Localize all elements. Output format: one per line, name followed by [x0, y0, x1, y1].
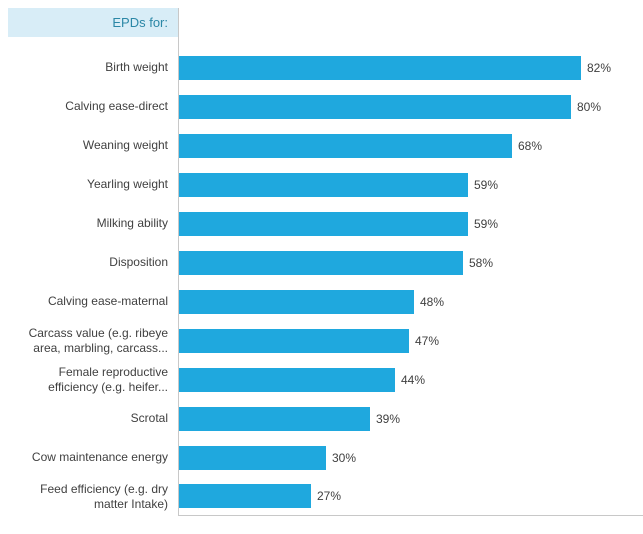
value-label: 30%: [332, 450, 357, 465]
chart-title: EPDs for:: [112, 15, 168, 30]
bar: [179, 250, 463, 275]
value-label: 27%: [317, 489, 342, 503]
bar: [179, 328, 409, 353]
category-label: Milking ability: [96, 216, 168, 230]
category-label: Calving ease-direct: [65, 99, 168, 113]
chart-header-cell: EPDs for:: [8, 8, 178, 48]
category-label: Disposition: [109, 255, 168, 269]
bar: [179, 133, 512, 158]
bar-cell: 30%: [178, 438, 643, 477]
value-label: 82%: [587, 60, 612, 75]
value-label: 59%: [474, 177, 499, 192]
bar-cell: 39%: [178, 399, 643, 438]
category-label: Scrotal: [130, 411, 168, 425]
bar: [179, 172, 468, 197]
bar: [179, 484, 311, 508]
category-label: Cow maintenance energy: [31, 450, 168, 464]
category-label: Feed efficiency (e.g. dry matter Intake): [40, 481, 168, 511]
category-label: Weaning weight: [82, 138, 168, 152]
value-label: 80%: [577, 99, 602, 114]
bar: [179, 289, 414, 314]
category-label: Yearling weight: [87, 177, 168, 191]
bar-cell: 80%: [178, 87, 643, 126]
bar-cell: 44%: [178, 360, 643, 399]
plot-header-spacer: [178, 8, 643, 48]
bar: [179, 211, 468, 236]
bar-cell: 59%: [178, 165, 643, 204]
bar: [179, 55, 581, 80]
value-label: 68%: [518, 138, 543, 153]
bar: [179, 406, 370, 431]
bar: [179, 445, 326, 470]
chart-title-box: EPDs for:: [8, 8, 178, 37]
bar-cell: 48%: [178, 282, 643, 321]
value-label: 59%: [474, 216, 499, 231]
value-label: 44%: [401, 372, 426, 387]
bar: [179, 367, 395, 392]
category-label: Female reproductive efficiency (e.g. hei…: [48, 364, 168, 394]
bar-cell: 68%: [178, 126, 643, 165]
bar-cell: 82%: [178, 48, 643, 87]
value-label: 58%: [469, 255, 494, 270]
bar-cell: 47%: [178, 321, 643, 360]
bar: [179, 94, 571, 119]
value-label: 39%: [376, 411, 401, 426]
bar-cell: 27%: [178, 477, 643, 516]
category-label: Birth weight: [105, 60, 168, 74]
value-label: 48%: [420, 294, 445, 309]
category-label: Carcass value (e.g. ribeye area, marblin…: [28, 325, 168, 355]
value-label: 47%: [415, 333, 440, 348]
bar-cell: 58%: [178, 243, 643, 282]
chart-grid: EPDs for: Birth weight 82% Calving ease-…: [8, 8, 643, 516]
category-label: Calving ease-maternal: [47, 294, 168, 308]
bar-cell: 59%: [178, 204, 643, 243]
